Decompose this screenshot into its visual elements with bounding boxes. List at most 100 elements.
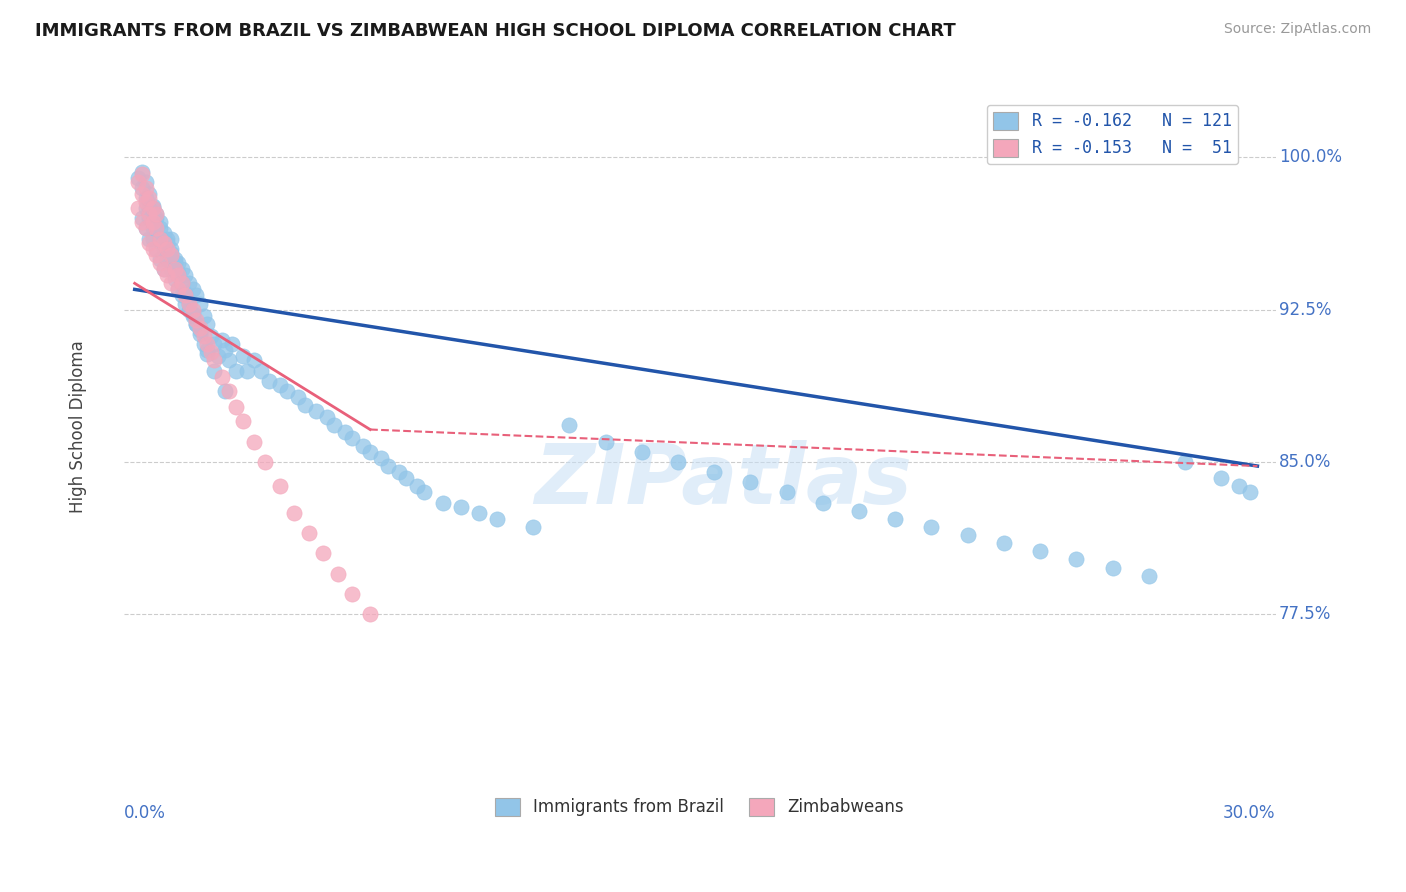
Point [138,211,160,226]
Text: High School Diploma: High School Diploma [69,340,87,513]
Point [145,242,167,256]
Point [186,313,208,327]
Point [243,353,266,368]
Point [149,256,172,270]
Point [305,404,328,418]
Point [207,350,229,364]
Point [956,528,979,542]
Point [152,235,174,250]
Point [186,317,208,331]
Point [214,343,236,358]
Point [135,191,157,205]
Point [142,215,165,229]
Point [174,268,197,283]
Point [243,434,266,449]
Point [315,410,337,425]
Point [142,199,165,213]
Point [740,475,762,490]
Point [195,317,218,331]
Point [388,465,411,479]
Point [340,587,363,601]
Text: 100.0%: 100.0% [1279,148,1341,167]
Point [352,439,374,453]
Point [703,465,725,479]
Point [225,363,247,377]
Point [195,343,218,358]
Point [135,201,157,215]
Point [333,425,356,439]
Point [177,277,200,291]
Point [142,232,165,246]
Point [297,526,319,541]
Point [160,248,183,262]
Point [131,164,153,178]
Point [170,277,193,291]
Point [131,215,153,229]
Point [127,175,149,189]
Point [377,458,399,473]
Point [149,252,172,266]
Point [630,445,652,459]
Text: 0.0%: 0.0% [124,804,166,822]
Point [359,445,381,459]
Point [177,296,200,310]
Point [1029,544,1052,558]
Point [174,288,197,302]
Point [145,248,167,262]
Point [135,221,157,235]
Point [167,256,190,270]
Point [181,307,204,321]
Point [232,350,254,364]
Text: 92.5%: 92.5% [1279,301,1331,318]
Point [188,296,211,310]
Point [1137,568,1160,582]
Point [149,221,172,235]
Point [666,455,689,469]
Point [127,201,149,215]
Point [595,434,617,449]
Point [1066,552,1088,566]
Point [413,485,436,500]
Point [142,221,165,235]
Point [138,207,160,221]
Text: 85.0%: 85.0% [1279,453,1331,471]
Point [236,363,259,377]
Point [131,186,153,201]
Point [170,277,193,291]
Point [156,242,179,256]
Point [186,317,208,331]
Point [395,471,418,485]
Point [211,369,233,384]
Point [149,215,172,229]
Point [193,309,215,323]
Point [167,268,190,283]
Point [160,262,183,277]
Point [993,536,1015,550]
Point [163,256,186,270]
Point [188,321,211,335]
Point [138,235,160,250]
Legend: Immigrants from Brazil, Zimbabweans: Immigrants from Brazil, Zimbabweans [488,791,911,822]
Point [370,450,392,465]
Point [322,418,344,433]
Point [156,268,179,283]
Point [167,282,190,296]
Point [174,286,197,301]
Point [163,252,186,266]
Point [152,242,174,256]
Point [485,512,508,526]
Point [884,512,907,526]
Point [225,400,247,414]
Point [174,296,197,310]
Point [193,329,215,343]
Point [269,377,291,392]
Point [167,282,190,296]
Point [163,262,186,277]
Point [359,607,381,622]
Point [195,347,218,361]
Point [131,211,153,226]
Point [200,329,222,343]
Point [156,252,179,266]
Point [257,374,280,388]
Point [145,207,167,221]
